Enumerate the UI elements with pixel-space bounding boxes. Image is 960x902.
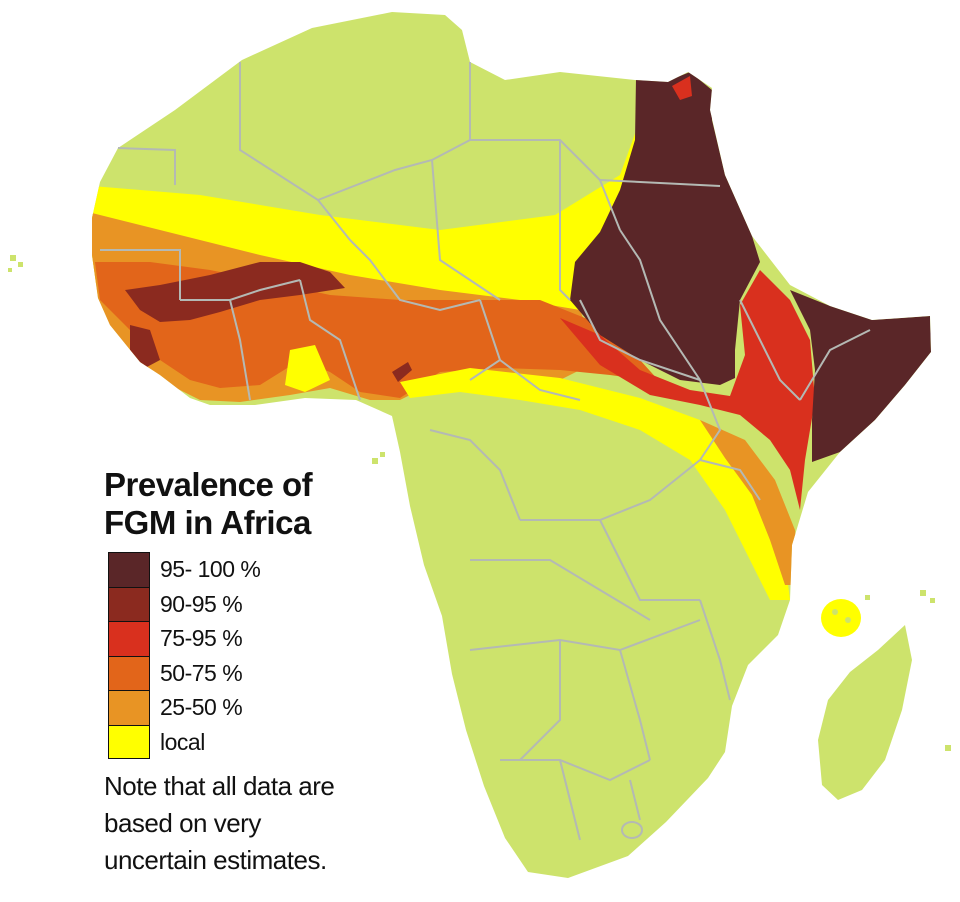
region-90-95-west [125,262,345,322]
legend-title-line2: FGM in Africa [104,504,311,541]
region-90-95-west2 [130,325,160,368]
region-25-50-east [700,420,800,585]
disclaimer-note: Note that all data are based on very unc… [104,768,424,879]
region-90-95-patch [392,362,412,382]
legend-label: 90-95 % [160,590,243,617]
note-line: based on very [104,808,261,838]
legend-swatch [108,724,150,759]
region-75-95-sinai [672,76,692,100]
legend-label: 25-50 % [160,694,243,720]
comoros-dot-1 [832,609,838,615]
legend-swatch [108,552,150,587]
region-local-patch-coast [400,368,790,600]
legend-label: local [160,728,205,755]
small-islands [8,255,951,751]
legend-label: 75-95 % [160,625,243,651]
legend-label: 50-75 % [160,659,243,686]
note-line: Note that all data are [104,771,335,801]
legend-label: 95- 100 % [160,556,261,582]
region-local-patch-west [285,345,330,392]
legend-title-line1: Prevalence of [104,466,313,503]
legend-swatch [108,621,150,656]
legend-swatch [108,655,150,690]
region-75-95 [560,270,815,510]
note-line: uncertain estimates. [104,845,327,875]
country-borders [100,62,871,841]
legend-swatch [108,690,150,725]
madagascar [818,625,912,800]
legend-title: Prevalence of FGM in Africa [104,466,364,542]
lesotho-outline [621,821,643,839]
comoros-dot-2 [845,617,851,623]
legend-swatch [108,586,150,621]
region-95-100 [570,72,760,385]
region-95-100-horn [790,290,931,462]
comoros-island [821,599,861,637]
